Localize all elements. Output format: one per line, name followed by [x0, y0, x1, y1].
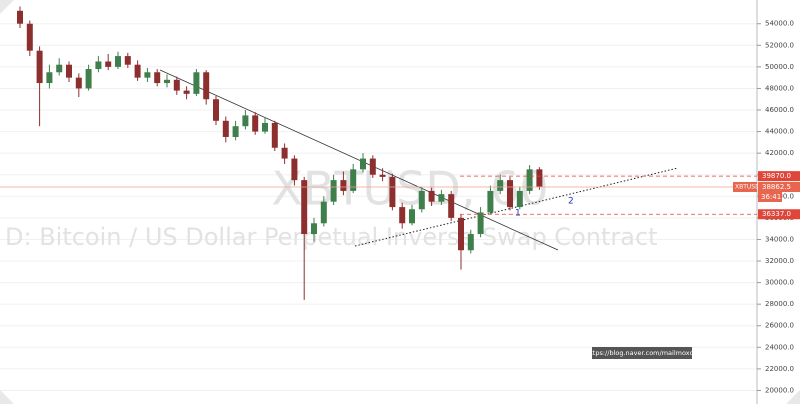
y-tick-label: 42000.0 [765, 149, 794, 157]
y-tick-label: 54000.0 [765, 20, 794, 28]
candle-body [301, 180, 308, 235]
y-tick-label: 50000.0 [765, 63, 794, 71]
y-tick-label: 28000.0 [765, 300, 794, 308]
candle-body [340, 180, 347, 191]
last-price-box [758, 182, 800, 193]
symbol-box [733, 182, 757, 193]
candle-body [399, 207, 406, 224]
candle-body [154, 72, 161, 84]
candle-body [183, 90, 190, 94]
candle-body [497, 180, 504, 191]
candle-body [213, 99, 219, 121]
candle-body [448, 194, 455, 218]
candle-body [369, 158, 376, 175]
candle-body [438, 194, 445, 202]
candle-body [144, 72, 151, 78]
candle-body [242, 115, 249, 127]
y-tick-label: 20000.0 [765, 386, 794, 394]
candle-body [418, 190, 425, 210]
candle-body [487, 190, 494, 213]
candle-body [262, 122, 268, 132]
candle-body [95, 61, 102, 70]
candle-body [105, 61, 112, 67]
credit: https://blog.naver.com/mailmoxd2 [586, 349, 698, 357]
trendline-lower [354, 167, 679, 247]
candle-body [379, 174, 386, 177]
y-tick-label: 44000.0 [765, 128, 794, 136]
candle-body [115, 56, 121, 67]
y-tick-label: 30000.0 [765, 279, 794, 287]
candle-body [360, 158, 366, 170]
candle-body [409, 209, 415, 224]
countdown-box [758, 192, 782, 203]
symbol-label: XBTUSD [735, 184, 760, 191]
price-label: 39870.0 [762, 172, 791, 180]
annotation: 2 [568, 197, 574, 207]
corner [0, 0, 14, 14]
candle-body [516, 190, 523, 208]
candle-body [193, 72, 200, 94]
price-label: 36337.0 [762, 210, 791, 218]
price-label-box [758, 209, 800, 220]
y-tick-label: 34000.0 [765, 235, 794, 243]
candle-body [66, 64, 72, 78]
candle-body [17, 10, 23, 24]
watermark-subtitle: D: Bitcoin / US Dollar Perpetual Inverse… [5, 223, 658, 251]
candle-body [124, 56, 131, 65]
candle-body [320, 201, 327, 224]
candle-body [458, 217, 464, 251]
candle-body [311, 223, 317, 235]
y-tick-label: 52000.0 [765, 41, 794, 49]
candle-body [428, 190, 435, 202]
candle-body [26, 23, 33, 51]
y-tick-label: 48000.0 [765, 84, 794, 92]
candle-body [281, 147, 288, 159]
candle-body [134, 64, 141, 78]
candle-body [164, 79, 170, 84]
y-tick-label: 32000.0 [765, 257, 794, 265]
price-label-box [758, 171, 800, 182]
candle-body [330, 180, 337, 202]
y-tick-label: 26000.0 [765, 322, 794, 330]
candle-body [46, 72, 53, 84]
candle-body [232, 126, 239, 137]
candle-body [291, 158, 298, 181]
countdown-label: 36:41 [761, 193, 781, 201]
candle-body [389, 176, 396, 208]
credit-box [592, 347, 692, 359]
y-tick-label: 46000.0 [765, 106, 794, 114]
candle-body [467, 234, 474, 251]
candle-body [252, 115, 259, 132]
corner [786, 390, 800, 404]
trendline-upper [159, 69, 559, 251]
y-tick-label: 22000.0 [765, 365, 794, 373]
candle-body [526, 169, 533, 191]
candle-body [271, 122, 278, 148]
candle-body [222, 120, 229, 137]
candle-body [536, 169, 543, 187]
candle-body [85, 69, 92, 89]
candle-body [350, 169, 357, 191]
candle-body [36, 50, 43, 84]
annotation: 1 [515, 209, 521, 219]
candle-body [75, 77, 82, 89]
candle-body [56, 64, 63, 73]
candle-body [507, 180, 513, 208]
last-price-label: 38862.5 [762, 183, 791, 191]
corner [0, 390, 14, 404]
y-tick-label: 24000.0 [765, 343, 794, 351]
candle-body [203, 72, 210, 100]
candle-body [477, 212, 484, 235]
candle-body [173, 79, 180, 91]
